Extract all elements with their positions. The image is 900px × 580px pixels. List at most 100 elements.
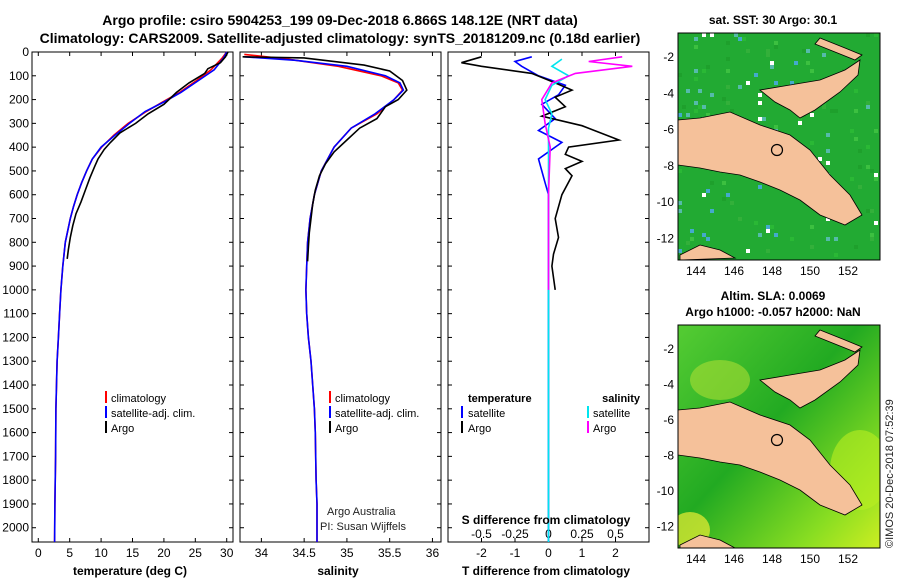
y-tick-label: 1700: [2, 449, 29, 463]
sst-pixel: [710, 181, 714, 185]
legend-salinity-title: salinity: [602, 393, 641, 405]
sst-pixel: [826, 161, 830, 165]
sst-pixel: [794, 61, 798, 65]
sst-pixel: [766, 249, 770, 253]
difference-xlabel: T difference from climatology: [462, 564, 630, 578]
sst-pixel: [710, 33, 714, 37]
sst-pixel: [830, 109, 834, 113]
sst-pixel: [690, 237, 694, 241]
x-tick-label: 35.5: [378, 546, 402, 560]
series-line: [540, 56, 633, 290]
sst-pixel: [706, 113, 710, 117]
sla-new-britain-land: [759, 349, 861, 409]
sst-pixel: [810, 69, 814, 73]
sst-pixel: [686, 89, 690, 93]
y-tick-label: 500: [9, 164, 29, 178]
sst-pixel: [698, 89, 702, 93]
sst-pixel: [694, 37, 698, 41]
sla-new-ireland-land: [814, 329, 863, 353]
sst-argo-location-marker: [770, 143, 784, 157]
sst-pixel: [702, 69, 706, 73]
sst-pixel: [770, 61, 774, 65]
sst-pixel: [850, 129, 854, 133]
sst-pixel: [810, 245, 814, 249]
sst-pixel: [710, 93, 714, 97]
sla-map-frame: [677, 324, 881, 549]
sst-pixel: [694, 77, 698, 81]
x-tick-label: -2: [476, 546, 487, 560]
sst-pixel: [790, 237, 794, 241]
credit-line-1: Argo Australia: [327, 506, 396, 518]
sst-pixel: [866, 209, 870, 213]
sst-pixel: [746, 81, 750, 85]
x-tick-label: 15: [126, 546, 140, 560]
sst-pixel: [798, 117, 802, 121]
sst-pixel: [758, 233, 762, 237]
sst-pixel: [746, 249, 750, 253]
copyright-timestamp: ©IMOS 20-Dec-2018 07:52:39: [884, 399, 896, 548]
sst-pixel: [766, 53, 770, 57]
sst-pixel: [702, 105, 706, 109]
series-line: [244, 56, 405, 542]
sst-pixel: [682, 105, 686, 109]
x-tick-label: 30: [220, 546, 234, 560]
sst-pixel: [726, 101, 730, 105]
sst-pixel: [758, 93, 762, 97]
sst-pixel: [834, 253, 838, 257]
x-tick-label: 25: [189, 546, 203, 560]
x-tick-label: 10: [94, 546, 108, 560]
sst-pixel: [702, 193, 706, 197]
sst-pixel: [774, 45, 778, 49]
temperature-xlabel: temperature (deg C): [73, 564, 187, 578]
y-tick-label: 800: [9, 235, 29, 249]
sst-pixel: [834, 237, 838, 241]
s-tick-label: 0.25: [570, 527, 594, 541]
sst-pixel: [726, 193, 730, 197]
series-line: [242, 56, 408, 262]
sst-pixel: [738, 85, 742, 89]
sla-argo-location-marker: [770, 433, 784, 447]
sst-pixel: [802, 49, 806, 53]
salinity-legend: climatology satellite-adj. clim. Argo: [329, 391, 419, 435]
sst-pixel: [870, 169, 874, 173]
sst-new-guinea-land: [678, 111, 863, 226]
sst-pixel: [866, 101, 870, 105]
sst-pixel: [742, 37, 746, 41]
map-x-tick-label: 148: [762, 552, 782, 566]
y-tick-label: 300: [9, 116, 29, 130]
y-tick-label: 1300: [2, 354, 29, 368]
sst-pixel: [730, 201, 734, 205]
sst-pixel: [694, 101, 698, 105]
legend-satellite: satellite-adj. clim.: [335, 408, 419, 420]
sst-pixel: [874, 173, 878, 177]
sst-pixel: [826, 149, 830, 153]
sst-new-britain-land: [759, 59, 861, 119]
sst-pixel: [698, 105, 702, 109]
sst-pixel: [858, 149, 862, 153]
map-y-tick-label: -4: [663, 86, 674, 100]
salinity-panel-frame: [239, 51, 442, 543]
series-line: [513, 56, 567, 542]
sst-map: [678, 33, 880, 260]
x-tick-label: 34.5: [292, 546, 316, 560]
temperature-legend: climatology satellite-adj. clim. Argo: [105, 391, 195, 435]
sla-map: [678, 325, 880, 548]
x-tick-label: 2: [612, 546, 619, 560]
y-tick-label: 1000: [2, 283, 29, 297]
sst-pixel: [774, 125, 778, 129]
y-tick-label: 900: [9, 259, 29, 273]
y-tick-label: 1100: [3, 307, 29, 321]
sst-pixel: [758, 185, 762, 189]
sst-pixel: [822, 53, 826, 57]
sst-pixel: [726, 41, 730, 45]
sst-pixel: [690, 229, 694, 233]
sst-pixel: [702, 33, 706, 37]
sst-pixel: [678, 113, 682, 117]
s-tick-label: -0.25: [501, 527, 529, 541]
y-tick-label: 400: [9, 140, 29, 154]
profile-charts: 0100200300400500600700800900100011001200…: [2, 45, 649, 560]
x-tick-label: 5: [66, 546, 73, 560]
sst-pixel: [810, 113, 814, 117]
sst-pixel: [874, 221, 878, 225]
credit-line-2: PI: Susan Wijffels: [320, 521, 406, 533]
